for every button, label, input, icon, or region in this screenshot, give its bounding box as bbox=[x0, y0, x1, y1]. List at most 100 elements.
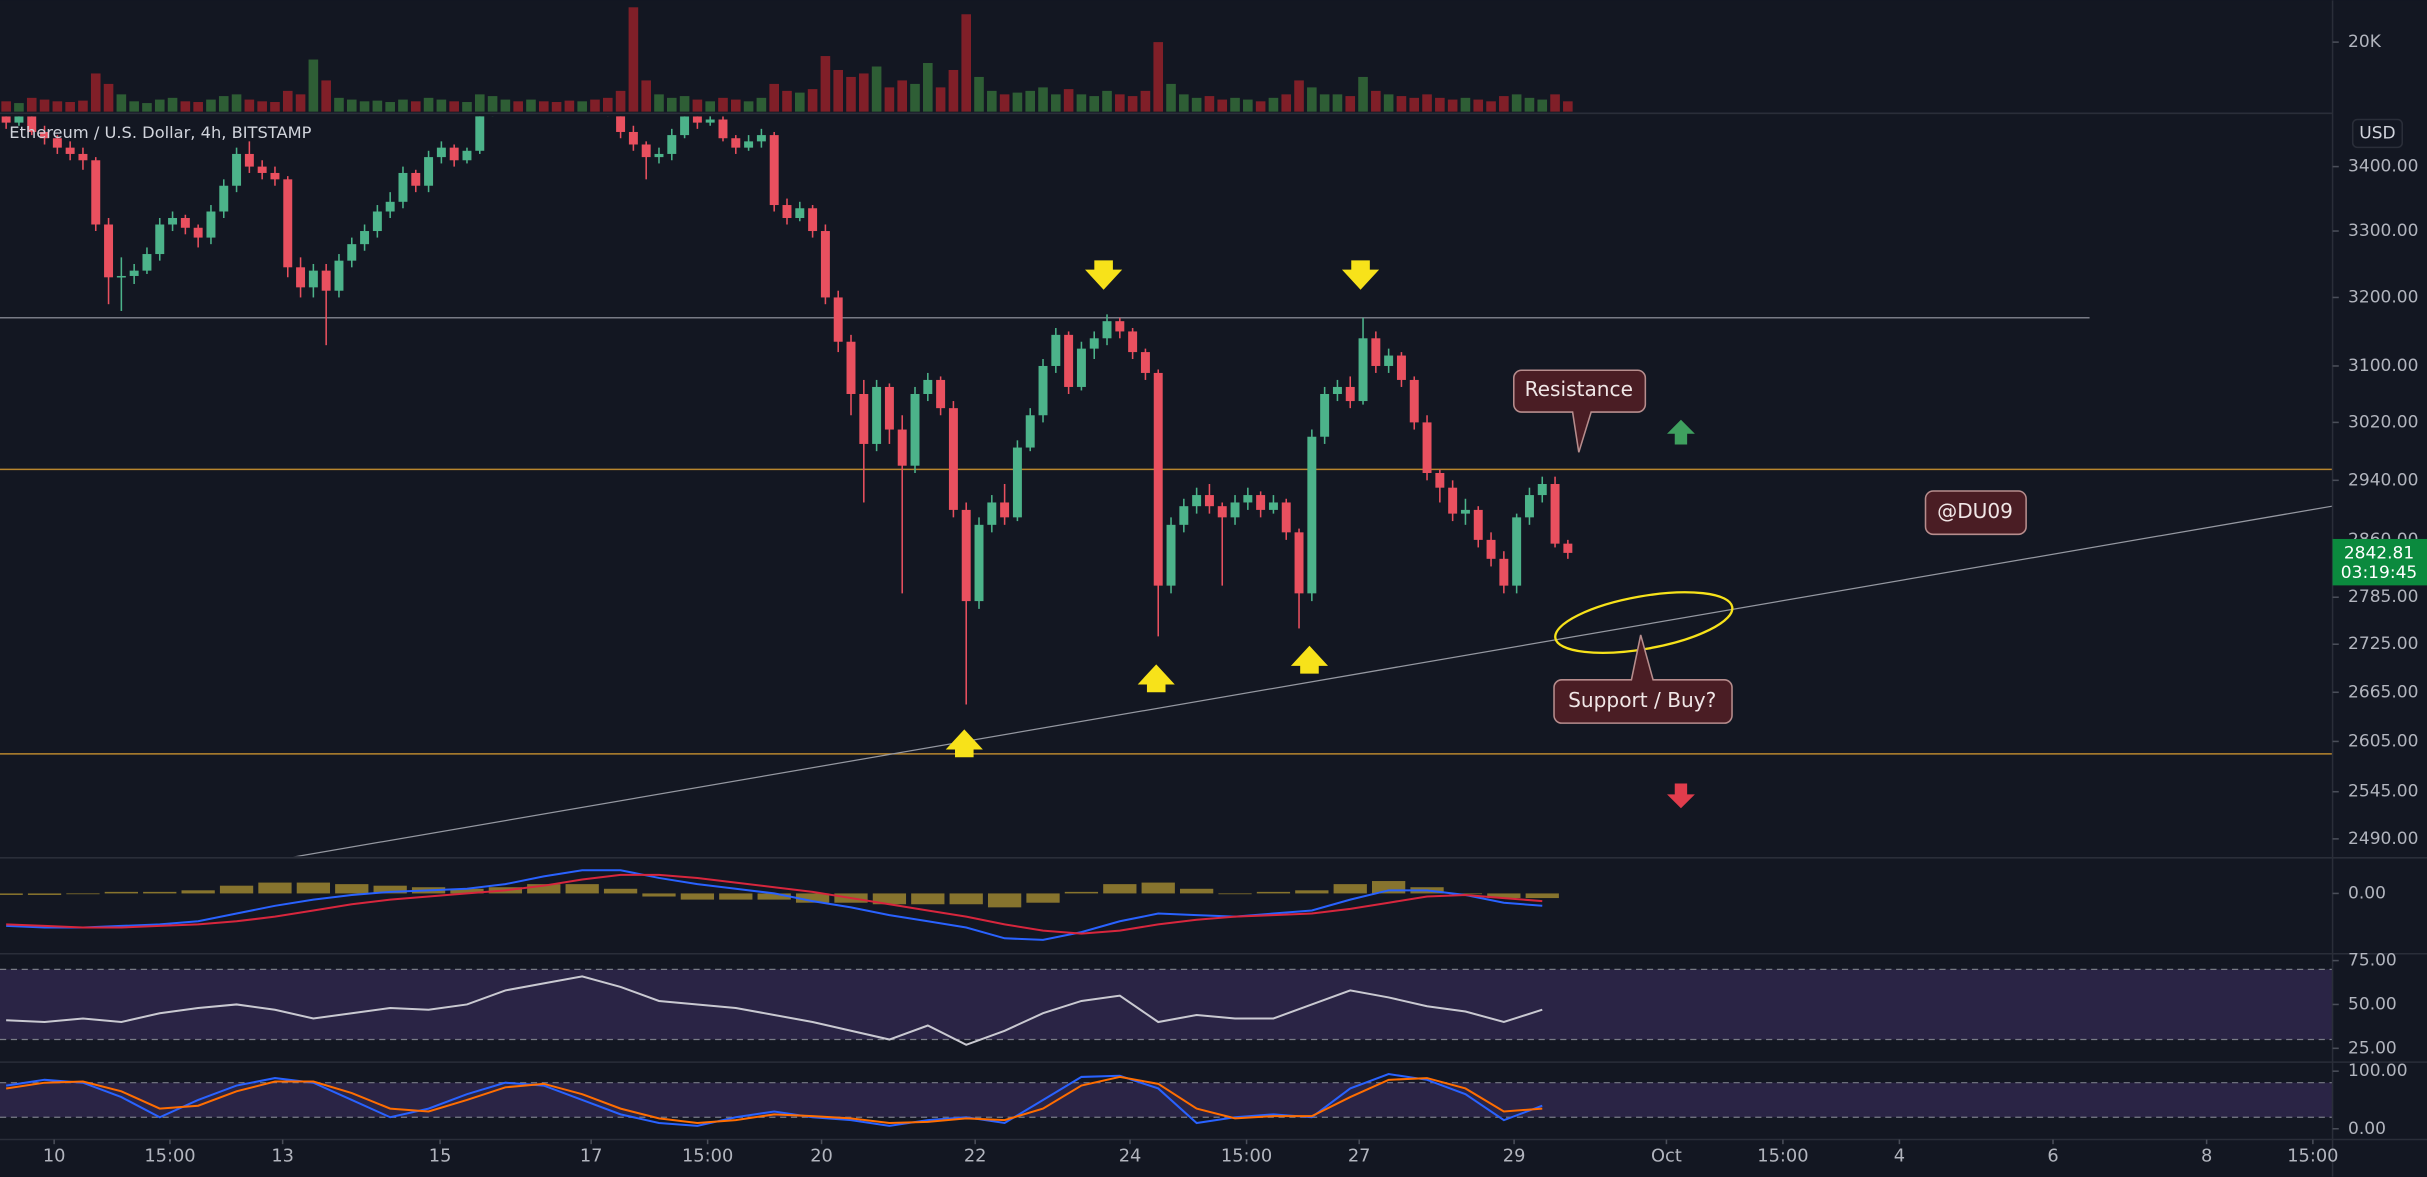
y-tick-label: 20K bbox=[2348, 32, 2382, 52]
volume-bar bbox=[26, 97, 37, 112]
volume-bar bbox=[602, 97, 613, 112]
volume-bar bbox=[282, 90, 293, 112]
stoch-pane bbox=[0, 1073, 2333, 1127]
volume-bar bbox=[974, 76, 984, 112]
volume-bar bbox=[666, 97, 677, 112]
symbol-title: Ethereum / U.S. Dollar, 4h, BITSTAMP bbox=[9, 123, 311, 142]
candle-body bbox=[1384, 355, 1394, 366]
volume-bar bbox=[730, 99, 741, 112]
volume-bar bbox=[615, 90, 626, 112]
y-tick-label: 3300.00 bbox=[2348, 221, 2418, 241]
volume-bar bbox=[372, 100, 383, 112]
volume-bar bbox=[129, 101, 139, 112]
histogram-bar bbox=[1064, 891, 1099, 894]
annotation: Resistance bbox=[1525, 377, 1633, 401]
volume-bar bbox=[1294, 80, 1304, 112]
candle-body bbox=[1102, 321, 1112, 339]
y-tick-label: 2490.00 bbox=[2348, 829, 2418, 849]
candle-body bbox=[1166, 524, 1176, 586]
y-tick-label: 3020.00 bbox=[2348, 412, 2418, 432]
candle-body bbox=[974, 524, 984, 602]
volume-bar bbox=[1, 101, 11, 112]
volume-bar bbox=[1550, 94, 1560, 112]
histogram-bar bbox=[1525, 893, 1559, 899]
volume-bar bbox=[795, 92, 805, 112]
volume-bar bbox=[948, 69, 959, 112]
volume-bar bbox=[1038, 87, 1048, 112]
x-tick-label: 17 bbox=[580, 1146, 603, 1167]
candle-body bbox=[1320, 393, 1330, 437]
candle-body bbox=[1550, 484, 1560, 544]
volume-bar bbox=[1153, 42, 1164, 112]
histogram-bar bbox=[1372, 881, 1406, 894]
histogram-bar bbox=[1218, 893, 1252, 895]
volume-bar bbox=[1383, 94, 1394, 112]
y-tick-label: 2605.00 bbox=[2348, 731, 2418, 751]
volume-bar bbox=[244, 99, 255, 112]
histogram-bar bbox=[373, 885, 407, 894]
histogram-bar bbox=[603, 888, 638, 894]
volume-bar bbox=[1089, 96, 1100, 112]
histogram-bar bbox=[258, 882, 292, 894]
volume-bar bbox=[577, 101, 587, 112]
y-tick-label: 3200.00 bbox=[2348, 287, 2418, 307]
volume-bar bbox=[206, 99, 216, 112]
volume-bar bbox=[833, 69, 844, 112]
indicator-line bbox=[5, 1075, 1543, 1125]
candle-body bbox=[372, 211, 382, 232]
trend-line bbox=[294, 505, 2333, 857]
volume-bar bbox=[462, 102, 472, 112]
support-ellipse bbox=[1554, 591, 1734, 654]
histogram-bar bbox=[0, 893, 23, 895]
candle-body bbox=[1435, 473, 1445, 488]
volume-bar bbox=[1217, 99, 1228, 112]
y-tick-label: 0.00 bbox=[2348, 883, 2386, 903]
candle-body bbox=[744, 141, 754, 148]
volume-bar bbox=[449, 101, 459, 112]
x-tick-label: 15:00 bbox=[1221, 1146, 1272, 1167]
y-tick-label: 2785.00 bbox=[2348, 587, 2418, 607]
candle-body bbox=[462, 150, 472, 161]
candle-body bbox=[1486, 539, 1496, 559]
candle-body bbox=[616, 116, 626, 132]
last-price: 2842.81 bbox=[2344, 544, 2414, 564]
volume-bar bbox=[1307, 87, 1317, 112]
candle-body bbox=[155, 224, 165, 255]
candle-body bbox=[820, 231, 830, 298]
band-fill bbox=[0, 969, 2333, 1040]
x-tick-label: 27 bbox=[1348, 1146, 1371, 1167]
candle-body bbox=[129, 270, 139, 276]
candle-body bbox=[948, 408, 958, 510]
candle-body bbox=[667, 135, 677, 154]
volume-bar bbox=[538, 101, 549, 112]
candle-body bbox=[1064, 334, 1074, 387]
candle-body bbox=[475, 116, 485, 151]
macd-pane bbox=[0, 869, 1559, 941]
y-tick-label: 3100.00 bbox=[2348, 356, 2418, 376]
candle-body bbox=[1204, 495, 1214, 507]
volume-bar bbox=[1524, 97, 1535, 112]
candle-body bbox=[987, 502, 997, 525]
candle-body bbox=[910, 393, 920, 466]
histogram-bar bbox=[1103, 884, 1137, 894]
volume-bar bbox=[1268, 97, 1279, 112]
candle-body bbox=[244, 153, 254, 167]
candle-body bbox=[641, 144, 651, 158]
histogram-bar bbox=[143, 891, 177, 894]
candle-body bbox=[91, 160, 101, 225]
volume-bar bbox=[103, 83, 114, 112]
volume-bar bbox=[1409, 97, 1420, 112]
volume-bar bbox=[846, 76, 856, 112]
volume-bar bbox=[14, 103, 24, 112]
volume-bar bbox=[884, 87, 895, 112]
volume-bar bbox=[1255, 101, 1266, 112]
y-tick-label: 3400.00 bbox=[2348, 157, 2418, 177]
candle-body bbox=[1563, 543, 1573, 553]
annotation: @DU09 bbox=[1937, 499, 2013, 523]
candle-body bbox=[193, 227, 203, 238]
volume-bar bbox=[231, 94, 242, 112]
volume-bar bbox=[1012, 92, 1023, 112]
volume-bar bbox=[1230, 97, 1240, 112]
volume-bar bbox=[1063, 89, 1074, 112]
volume-bar bbox=[295, 94, 306, 112]
